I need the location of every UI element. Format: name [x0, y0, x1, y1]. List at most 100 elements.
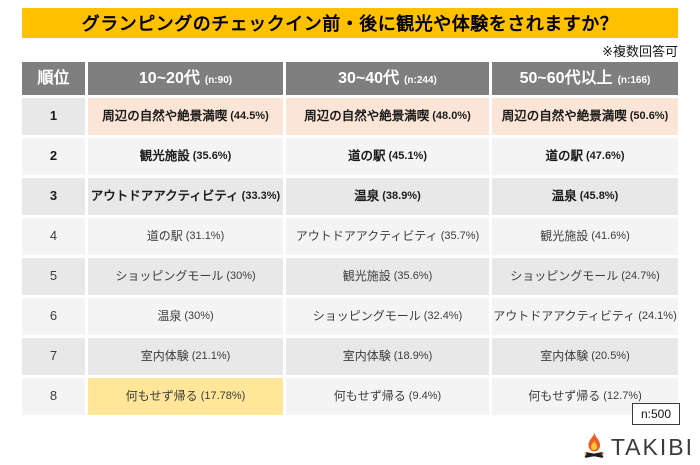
activity-cell: 道の駅 (47.6%): [492, 138, 678, 175]
activity-label: 何もせず帰る: [125, 388, 198, 403]
header-age-30-40: 30~40代 (n:244): [286, 62, 489, 95]
activity-label: 何もせず帰る: [528, 388, 601, 403]
activity-label: ショッピングモール: [510, 268, 619, 283]
activity-percent: (30%): [226, 270, 256, 283]
activity-cell: ショッピングモール (30%): [88, 258, 283, 295]
activity-label: 道の駅: [347, 148, 386, 163]
activity-label: ショッピングモール: [115, 268, 224, 283]
activity-percent: (50.6%): [629, 110, 669, 123]
brand-name: TAKIBI: [610, 433, 694, 460]
header-age-50-60-label: 50~60代以上: [519, 69, 613, 87]
activity-percent: (38.9%): [382, 190, 421, 203]
activity-cell: 観光施設 (35.6%): [88, 138, 283, 175]
activity-percent: (21.1%): [191, 350, 231, 363]
activity-percent: (33.3%): [241, 190, 281, 203]
activity-percent: (32.4%): [423, 310, 463, 323]
activity-label: 室内体験: [342, 348, 391, 363]
rank-cell: 3: [22, 178, 85, 215]
activity-percent: (47.6%): [585, 150, 625, 163]
total-sample-badge: n:500: [632, 403, 680, 425]
rank-cell: 8: [22, 378, 85, 415]
activity-label: 温泉: [354, 188, 380, 203]
activity-label: 周辺の自然や絶景満喫: [102, 108, 228, 123]
activity-label: 室内体験: [540, 348, 589, 363]
activity-cell: 温泉 (38.9%): [286, 178, 489, 215]
rank-cell: 7: [22, 338, 85, 375]
activity-percent: (45.1%): [388, 150, 428, 163]
activity-percent: (35.6%): [393, 270, 433, 283]
activity-cell: 周辺の自然や絶景満喫 (50.6%): [492, 98, 678, 135]
header-rank-label: 順位: [37, 69, 70, 87]
activity-label: 室内体験: [140, 348, 189, 363]
activity-percent: (20.5%): [591, 350, 630, 363]
slide-title-text: グランピングのチェックイン前・後に観光や体験をされますか？: [81, 14, 619, 34]
activity-label: 観光施設: [139, 148, 190, 163]
header-age-30-40-label: 30~40代: [338, 69, 400, 87]
activity-label: 温泉: [551, 188, 577, 203]
activity-label: 観光施設: [540, 228, 589, 243]
activity-cell: アウトドアアクティビティ (24.1%): [492, 298, 678, 335]
activity-percent: (24.7%): [621, 270, 660, 283]
activity-label: アウトドアアクティビティ: [295, 228, 438, 243]
activity-label: アウトドアアクティビティ: [90, 188, 239, 203]
activity-percent: (18.9%): [393, 350, 433, 363]
activity-cell: アウトドアアクティビティ (35.7%): [286, 218, 489, 255]
activity-label: 道の駅: [146, 228, 183, 243]
activity-percent: (35.7%): [440, 230, 480, 243]
activity-cell: 温泉 (30%): [88, 298, 283, 335]
activity-cell: 室内体験 (20.5%): [492, 338, 678, 375]
activity-cell: 道の駅 (45.1%): [286, 138, 489, 175]
activity-label: 温泉: [157, 308, 182, 323]
activity-cell: 道の駅 (31.1%): [88, 218, 283, 255]
slide-title: グランピングのチェックイン前・後に観光や体験をされますか？: [22, 8, 678, 38]
activity-cell: ショッピングモール (24.7%): [492, 258, 678, 295]
rank-cell: 4: [22, 218, 85, 255]
activity-label: 道の駅: [545, 148, 583, 163]
activity-percent: (41.6%): [591, 230, 630, 243]
activity-cell: 周辺の自然や絶景満喫 (44.5%): [88, 98, 283, 135]
header-age-10-20-label: 10~20代: [138, 69, 200, 87]
ranking-table: 順位 10~20代 (n:90) 30~40代 (n:244) 50~60代以上…: [22, 62, 678, 415]
activity-cell: 何もせず帰る (12.7%): [492, 378, 678, 415]
activity-cell: 室内体験 (18.9%): [286, 338, 489, 375]
activity-label: 周辺の自然や絶景満喫: [501, 108, 627, 123]
header-age-10-20: 10~20代 (n:90): [88, 62, 283, 95]
activity-cell: 観光施設 (41.6%): [492, 218, 678, 255]
rank-cell: 2: [22, 138, 85, 175]
activity-percent: (12.7%): [603, 390, 642, 403]
activity-cell: 周辺の自然や絶景満喫 (48.0%): [286, 98, 489, 135]
header-age-10-20-n: (n:90): [204, 74, 233, 86]
activity-cell: 何もせず帰る (9.4%): [286, 378, 489, 415]
campfire-icon: [582, 431, 606, 464]
header-age-30-40-n: (n:244): [404, 74, 437, 86]
activity-cell: ショッピングモール (32.4%): [286, 298, 489, 335]
header-rank: 順位: [22, 62, 85, 95]
activity-percent: (35.6%): [192, 150, 232, 163]
activity-cell-highlighted: 何もせず帰る (17.78%): [88, 378, 283, 415]
activity-percent: (9.4%): [408, 390, 442, 403]
activity-label: アウトドアアクティビティ: [493, 308, 636, 323]
header-age-50-60: 50~60代以上 (n:166): [492, 62, 678, 95]
activity-cell: 室内体験 (21.1%): [88, 338, 283, 375]
activity-label: 観光施設: [342, 268, 391, 283]
activity-cell: アウトドアアクティビティ (33.3%): [88, 178, 283, 215]
activity-label: 周辺の自然や絶景満喫: [304, 108, 430, 123]
multiple-answers-note: ※複数回答可: [602, 44, 678, 59]
activity-percent: (44.5%): [230, 110, 269, 123]
activity-label: 何もせず帰る: [333, 388, 406, 403]
activity-percent: (24.1%): [638, 310, 677, 323]
activity-cell: 観光施設 (35.6%): [286, 258, 489, 295]
activity-cell: 温泉 (45.8%): [492, 178, 678, 215]
rank-cell: 1: [22, 98, 85, 135]
rank-cell: 5: [22, 258, 85, 295]
header-age-50-60-n: (n:166): [617, 74, 651, 86]
activity-percent: (31.1%): [185, 230, 225, 243]
rank-cell: 6: [22, 298, 85, 335]
activity-percent: (48.0%): [432, 110, 471, 123]
activity-label: ショッピングモール: [312, 308, 421, 323]
takibi-logo: TAKIBI: [582, 431, 694, 463]
activity-percent: (17.78%): [200, 390, 246, 403]
activity-percent: (45.8%): [579, 190, 619, 203]
activity-percent: (30%): [184, 310, 214, 323]
